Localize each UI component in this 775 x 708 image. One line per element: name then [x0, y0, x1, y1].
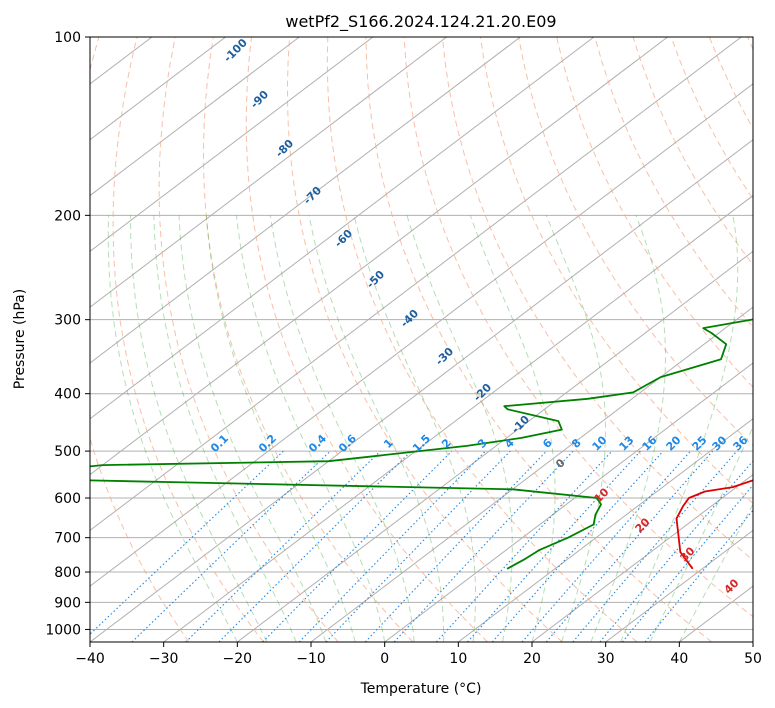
mixing-ratio-line [644, 509, 753, 642]
isotherm-line [531, 473, 753, 642]
mixing-ratio-line [90, 450, 284, 635]
y-tick-label: 1000 [45, 622, 81, 638]
moist-adiabat-line [235, 215, 386, 642]
mixing-ratio-line [521, 450, 692, 642]
isotherm-line [90, 37, 374, 252]
x-tick-label: 50 [744, 651, 762, 667]
mixing-ratio-lines [90, 450, 753, 642]
dry-adiabat-line [403, 37, 753, 618]
dry-adiabat-line [90, 37, 190, 642]
x-axis: −40 −30 −20 −10 0 10 20 30 40 50 [75, 642, 762, 667]
isotherm-line [90, 37, 521, 364]
mixing-ratio-line [185, 450, 381, 642]
x-tick-label: 0 [380, 651, 389, 667]
x-tick-label: −40 [75, 651, 105, 667]
isotherm-line [163, 194, 753, 642]
moist-adiabat-line [406, 215, 513, 642]
y-tick-label: 200 [54, 208, 81, 224]
mixing-ratio-line [218, 450, 412, 642]
x-tick-label: −10 [296, 651, 326, 667]
moist-adiabats [107, 215, 753, 642]
isotherm-line [236, 250, 753, 642]
isotherm-line [90, 37, 595, 420]
isotherm-line [90, 37, 742, 532]
isotherm-line [90, 139, 753, 642]
moist-adiabat-line [130, 215, 268, 642]
dry-adiabat-line [202, 37, 414, 642]
x-tick-label: 20 [523, 651, 541, 667]
mixing-ratio-line [298, 450, 486, 642]
moist-adiabat-line [107, 215, 238, 642]
moist-adiabat-line [178, 215, 327, 642]
mixing-ratio-line [262, 450, 453, 642]
isotherm-line [90, 83, 753, 587]
isobar-grid [90, 37, 753, 630]
isotherm-line [90, 37, 668, 476]
isotherm-line [90, 37, 447, 308]
y-axis: 100 200 300 400 500 600 700 800 900 1000 [45, 30, 90, 638]
moist-adiabat-line [619, 215, 739, 642]
plot-area: -100-90-80-70-60-50-40-30-20-10010203040… [90, 37, 753, 642]
y-tick-label: 600 [54, 491, 81, 507]
isotherm-line [384, 362, 753, 642]
y-tick-label: 900 [54, 595, 81, 611]
dewpoint-profile [90, 318, 753, 570]
x-tick-label: 10 [449, 651, 467, 667]
dry-adiabat-line [158, 37, 339, 642]
moist-adiabat-line [205, 215, 356, 642]
y-tick-label: 400 [54, 387, 81, 403]
x-tick-label: −30 [149, 651, 179, 667]
isotherm-line [605, 529, 753, 642]
isotherm-line [90, 37, 226, 141]
moist-adiabat-line [153, 215, 297, 642]
sounding-profiles [90, 318, 753, 570]
isotherm-grid [90, 37, 753, 642]
y-tick-label: 800 [54, 565, 81, 581]
x-tick-label: −20 [223, 651, 253, 667]
mixing-ratio-line [621, 484, 753, 642]
x-tick-label: 30 [597, 651, 615, 667]
moist-adiabat-line [545, 215, 606, 642]
isotherm-line [457, 418, 753, 642]
x-axis-title: Temperature (°C) [360, 681, 482, 697]
isotherm-line [90, 37, 300, 197]
mixing-ratio-line [393, 450, 574, 642]
dry-adiabat-line [245, 37, 488, 642]
mixing-ratio-line [131, 450, 331, 642]
y-tick-label: 100 [54, 30, 81, 46]
mixing-ratio-line [364, 450, 547, 642]
y-tick-label: 300 [54, 313, 81, 329]
mixing-ratio-line [491, 450, 664, 642]
mixing-ratio-line [435, 450, 613, 642]
mixing-ratio-line [467, 450, 641, 642]
chart-title: wetPf2_S166.2024.124.21.20.E09 [285, 12, 556, 32]
dry-adiabat-line [326, 37, 638, 642]
temperature-profile [675, 479, 753, 570]
dry-adiabat-line [441, 37, 753, 561]
y-axis-title: Pressure (hPa) [12, 289, 28, 389]
dry-adiabat-line [112, 37, 264, 642]
dry-adiabat-line [365, 37, 713, 642]
moist-adiabat-line [353, 215, 476, 642]
mixing-ratio-line [325, 450, 511, 642]
y-tick-label: 700 [54, 531, 81, 547]
mixing-ratio-line [599, 460, 753, 642]
y-tick-label: 500 [54, 444, 81, 460]
moist-adiabat-line [678, 503, 753, 642]
moist-adiabat-line [649, 425, 753, 642]
x-tick-label: 40 [670, 651, 688, 667]
moist-adiabat-line [469, 215, 556, 642]
plot-frame [89, 36, 754, 643]
